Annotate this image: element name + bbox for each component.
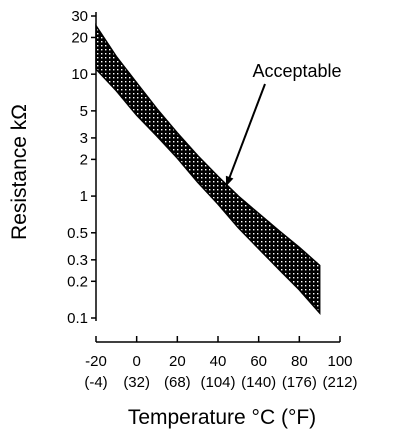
x-tick-label-fahrenheit: (212) bbox=[322, 374, 357, 391]
y-tick-label: 0.1 bbox=[67, 310, 88, 327]
x-tick-label-celsius: 80 bbox=[291, 353, 308, 370]
annotation-arrowhead bbox=[225, 175, 234, 187]
y-tick-label: 10 bbox=[71, 66, 88, 83]
annotations: Acceptable bbox=[225, 61, 342, 187]
acceptable-band-0 bbox=[95, 23, 321, 315]
x-tick-label-celsius: 20 bbox=[169, 353, 186, 370]
y-tick-label: 1 bbox=[80, 188, 88, 205]
annotation-label: Acceptable bbox=[252, 61, 341, 81]
x-tick-label-celsius: 0 bbox=[132, 353, 140, 370]
y-tick-label: 30 bbox=[71, 8, 88, 25]
annotation-arrow bbox=[225, 83, 266, 187]
y-tick-label: 0.2 bbox=[67, 273, 88, 290]
x-tick-label-fahrenheit: (140) bbox=[241, 374, 276, 391]
acceptable-band-group bbox=[95, 23, 321, 315]
x-tick-label-celsius: 100 bbox=[327, 353, 352, 370]
x-tick-label-fahrenheit: (32) bbox=[123, 374, 150, 391]
x-tick-label-fahrenheit: (176) bbox=[282, 374, 317, 391]
x-tick-label-celsius: 40 bbox=[210, 353, 227, 370]
y-tick-labels: 30 20 10 5 3 2 1 0.5 0.3 0.2 0.1 bbox=[67, 8, 88, 327]
x-tick-label-fahrenheit: (104) bbox=[200, 374, 235, 391]
x-tick-label-fahrenheit: (68) bbox=[164, 374, 191, 391]
y-tick-label: 0.3 bbox=[67, 252, 88, 269]
x-tick-label-fahrenheit: (-4) bbox=[84, 374, 107, 391]
x-tick-label-celsius: 60 bbox=[250, 353, 267, 370]
x-tick-label-celsius: -20 bbox=[85, 353, 107, 370]
x-tick-labels: -20 (-4) 0 (32) 20 (68) 40 (104) 60 (140) 80 (176) 1… bbox=[84, 353, 357, 391]
y-axis-title: Resistance kΩ bbox=[8, 104, 31, 240]
axes bbox=[91, 12, 341, 343]
y-tick-label: 20 bbox=[71, 29, 88, 46]
y-tick-label: 5 bbox=[80, 103, 88, 120]
x-axis-title: Temperature °C (°F) bbox=[128, 406, 316, 429]
y-tick-label: 0.5 bbox=[67, 225, 88, 242]
y-tick-label: 3 bbox=[80, 130, 88, 147]
y-tick-label: 2 bbox=[80, 151, 88, 168]
